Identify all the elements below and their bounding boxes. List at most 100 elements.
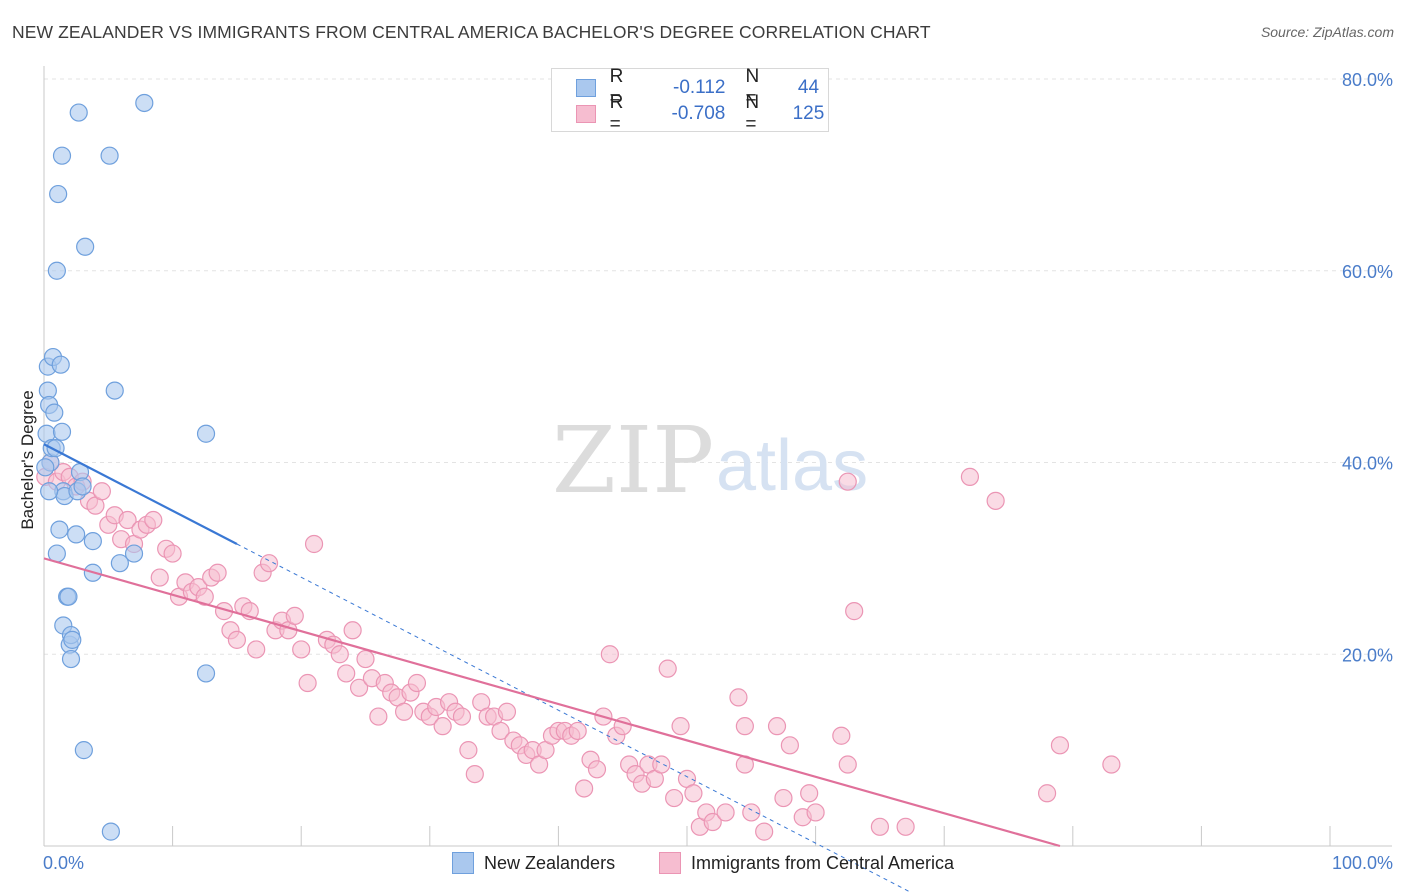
data-point-central-america [735, 717, 754, 736]
trend-line-central-america [43, 557, 1061, 848]
data-point-new-zealander [63, 630, 82, 649]
data-point-new-zealander [59, 587, 78, 606]
watermark-atlas: atlas [716, 426, 868, 506]
data-point-central-america [337, 664, 356, 683]
legend-label-central-america: Immigrants from Central America [691, 852, 955, 873]
data-point-central-america [845, 602, 864, 621]
data-point-new-zealander [100, 146, 119, 165]
data-point-new-zealander [61, 649, 81, 669]
data-point-central-america [195, 587, 214, 606]
legend-n-label: N = [745, 66, 760, 109]
data-point-new-zealander [196, 664, 216, 683]
data-point-new-zealander [40, 482, 59, 501]
source-label: Source: ZipAtlas.com [1260, 24, 1394, 40]
data-point-central-america [587, 760, 607, 779]
data-point-central-america [292, 640, 311, 659]
data-point-new-zealander [105, 381, 124, 400]
data-point-new-zealander [73, 477, 92, 496]
legend-n-value: 44 [797, 77, 820, 98]
data-point-new-zealander [196, 424, 216, 443]
data-point-central-america [1050, 736, 1070, 755]
legend-n-value: 125 [792, 103, 825, 124]
trend-line-new-zealanders-extension [236, 543, 912, 892]
axes [43, 66, 1392, 847]
data-point-central-america [832, 726, 851, 745]
data-point-new-zealander [67, 525, 86, 544]
watermark: ZIP atlas [552, 407, 868, 514]
data-point-central-america [652, 755, 671, 774]
data-point-central-america [838, 755, 857, 774]
data-point-new-zealander [124, 544, 144, 563]
data-point-new-zealander [74, 741, 93, 760]
legend-n-label: N = [745, 92, 760, 135]
series-new-zealanders-points [36, 93, 216, 841]
data-point-central-america [285, 606, 304, 626]
legend-swatch-pink [576, 105, 596, 123]
data-point-new-zealander [49, 184, 68, 204]
data-point-new-zealander [135, 93, 154, 113]
data-point-central-america [298, 673, 317, 693]
y-tick-label: 40.0% [1342, 454, 1393, 474]
tick-labels: 20.0% 40.0% 60.0% 80.0% 0.0% 100.0% [43, 70, 1393, 873]
data-point-central-america [658, 659, 677, 678]
data-point-central-america [1102, 755, 1121, 774]
data-point-central-america [163, 544, 182, 563]
legend-r-label: R = [609, 66, 624, 109]
y-tick-label: 60.0% [1342, 262, 1393, 282]
data-point-new-zealander [51, 355, 70, 374]
data-point-central-america [671, 717, 690, 736]
data-point-central-america [227, 630, 246, 649]
legend-label-new-zealanders: New Zealanders [484, 852, 616, 873]
trend-line-new-zealanders [43, 443, 238, 545]
legend-swatch-blue [576, 79, 596, 97]
gridlines [44, 78, 1392, 655]
data-point-central-america [349, 678, 369, 697]
data-point-new-zealander [47, 261, 66, 280]
data-point-central-america [304, 534, 324, 554]
data-point-central-america [716, 803, 735, 822]
legend-row-new-zealanders: R = -0.112 N = 44 [576, 66, 828, 109]
data-point-new-zealander [36, 458, 55, 477]
data-point-central-america [800, 784, 819, 803]
x-tick-label: 0.0% [43, 853, 84, 873]
data-point-central-america [780, 736, 799, 755]
data-point-central-america [755, 822, 774, 841]
data-point-central-america [767, 717, 787, 736]
data-point-central-america [118, 510, 137, 530]
data-point-central-america [459, 741, 478, 760]
data-point-new-zealander [69, 103, 88, 122]
data-point-new-zealander [52, 422, 72, 441]
data-point-central-america [568, 721, 587, 741]
data-point-central-america [742, 803, 761, 822]
y-tick-label: 80.0% [1342, 70, 1393, 90]
correlation-legend: R = -0.112 N = 44 R = -0.708 N = 125 [551, 66, 829, 135]
data-point-new-zealander [110, 554, 129, 573]
series-legend: New Zealanders Immigrants from Central A… [0, 852, 1406, 876]
legend-swatch-pink [659, 852, 681, 874]
legend-row-central-america: R = -0.708 N = 125 [576, 92, 828, 135]
watermark-zip: ZIP [552, 407, 714, 514]
data-point-central-america [259, 554, 279, 573]
chart-title: NEW ZEALANDER VS IMMIGRANTS FROM CENTRAL… [12, 22, 931, 42]
legend-item-central-america: Immigrants from Central America [659, 852, 954, 874]
data-point-new-zealander [52, 146, 72, 165]
data-point-central-america [452, 707, 472, 726]
legend-r-label: R = [609, 92, 624, 135]
data-point-new-zealander [76, 237, 95, 256]
data-point-central-america [394, 702, 414, 721]
data-point-central-america [433, 717, 452, 736]
data-point-central-america [838, 472, 857, 491]
data-point-new-zealander [50, 520, 69, 539]
data-point-central-america [407, 673, 427, 693]
data-point-central-america [465, 764, 484, 784]
data-point-central-america [497, 702, 517, 721]
data-point-central-america [92, 482, 111, 501]
data-point-central-america [806, 803, 825, 822]
data-point-new-zealander [83, 532, 102, 551]
data-point-central-america [986, 491, 1005, 510]
legend-swatch-blue [452, 852, 474, 874]
data-point-central-america [330, 645, 349, 664]
y-tick-label: 20.0% [1342, 645, 1393, 665]
data-point-central-america [665, 788, 684, 808]
